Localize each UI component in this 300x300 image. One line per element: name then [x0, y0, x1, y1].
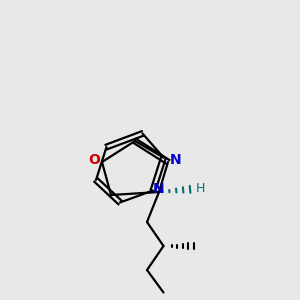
Text: H: H [195, 182, 205, 196]
Text: N: N [170, 154, 181, 167]
Text: O: O [88, 154, 101, 167]
Text: N: N [153, 182, 164, 196]
